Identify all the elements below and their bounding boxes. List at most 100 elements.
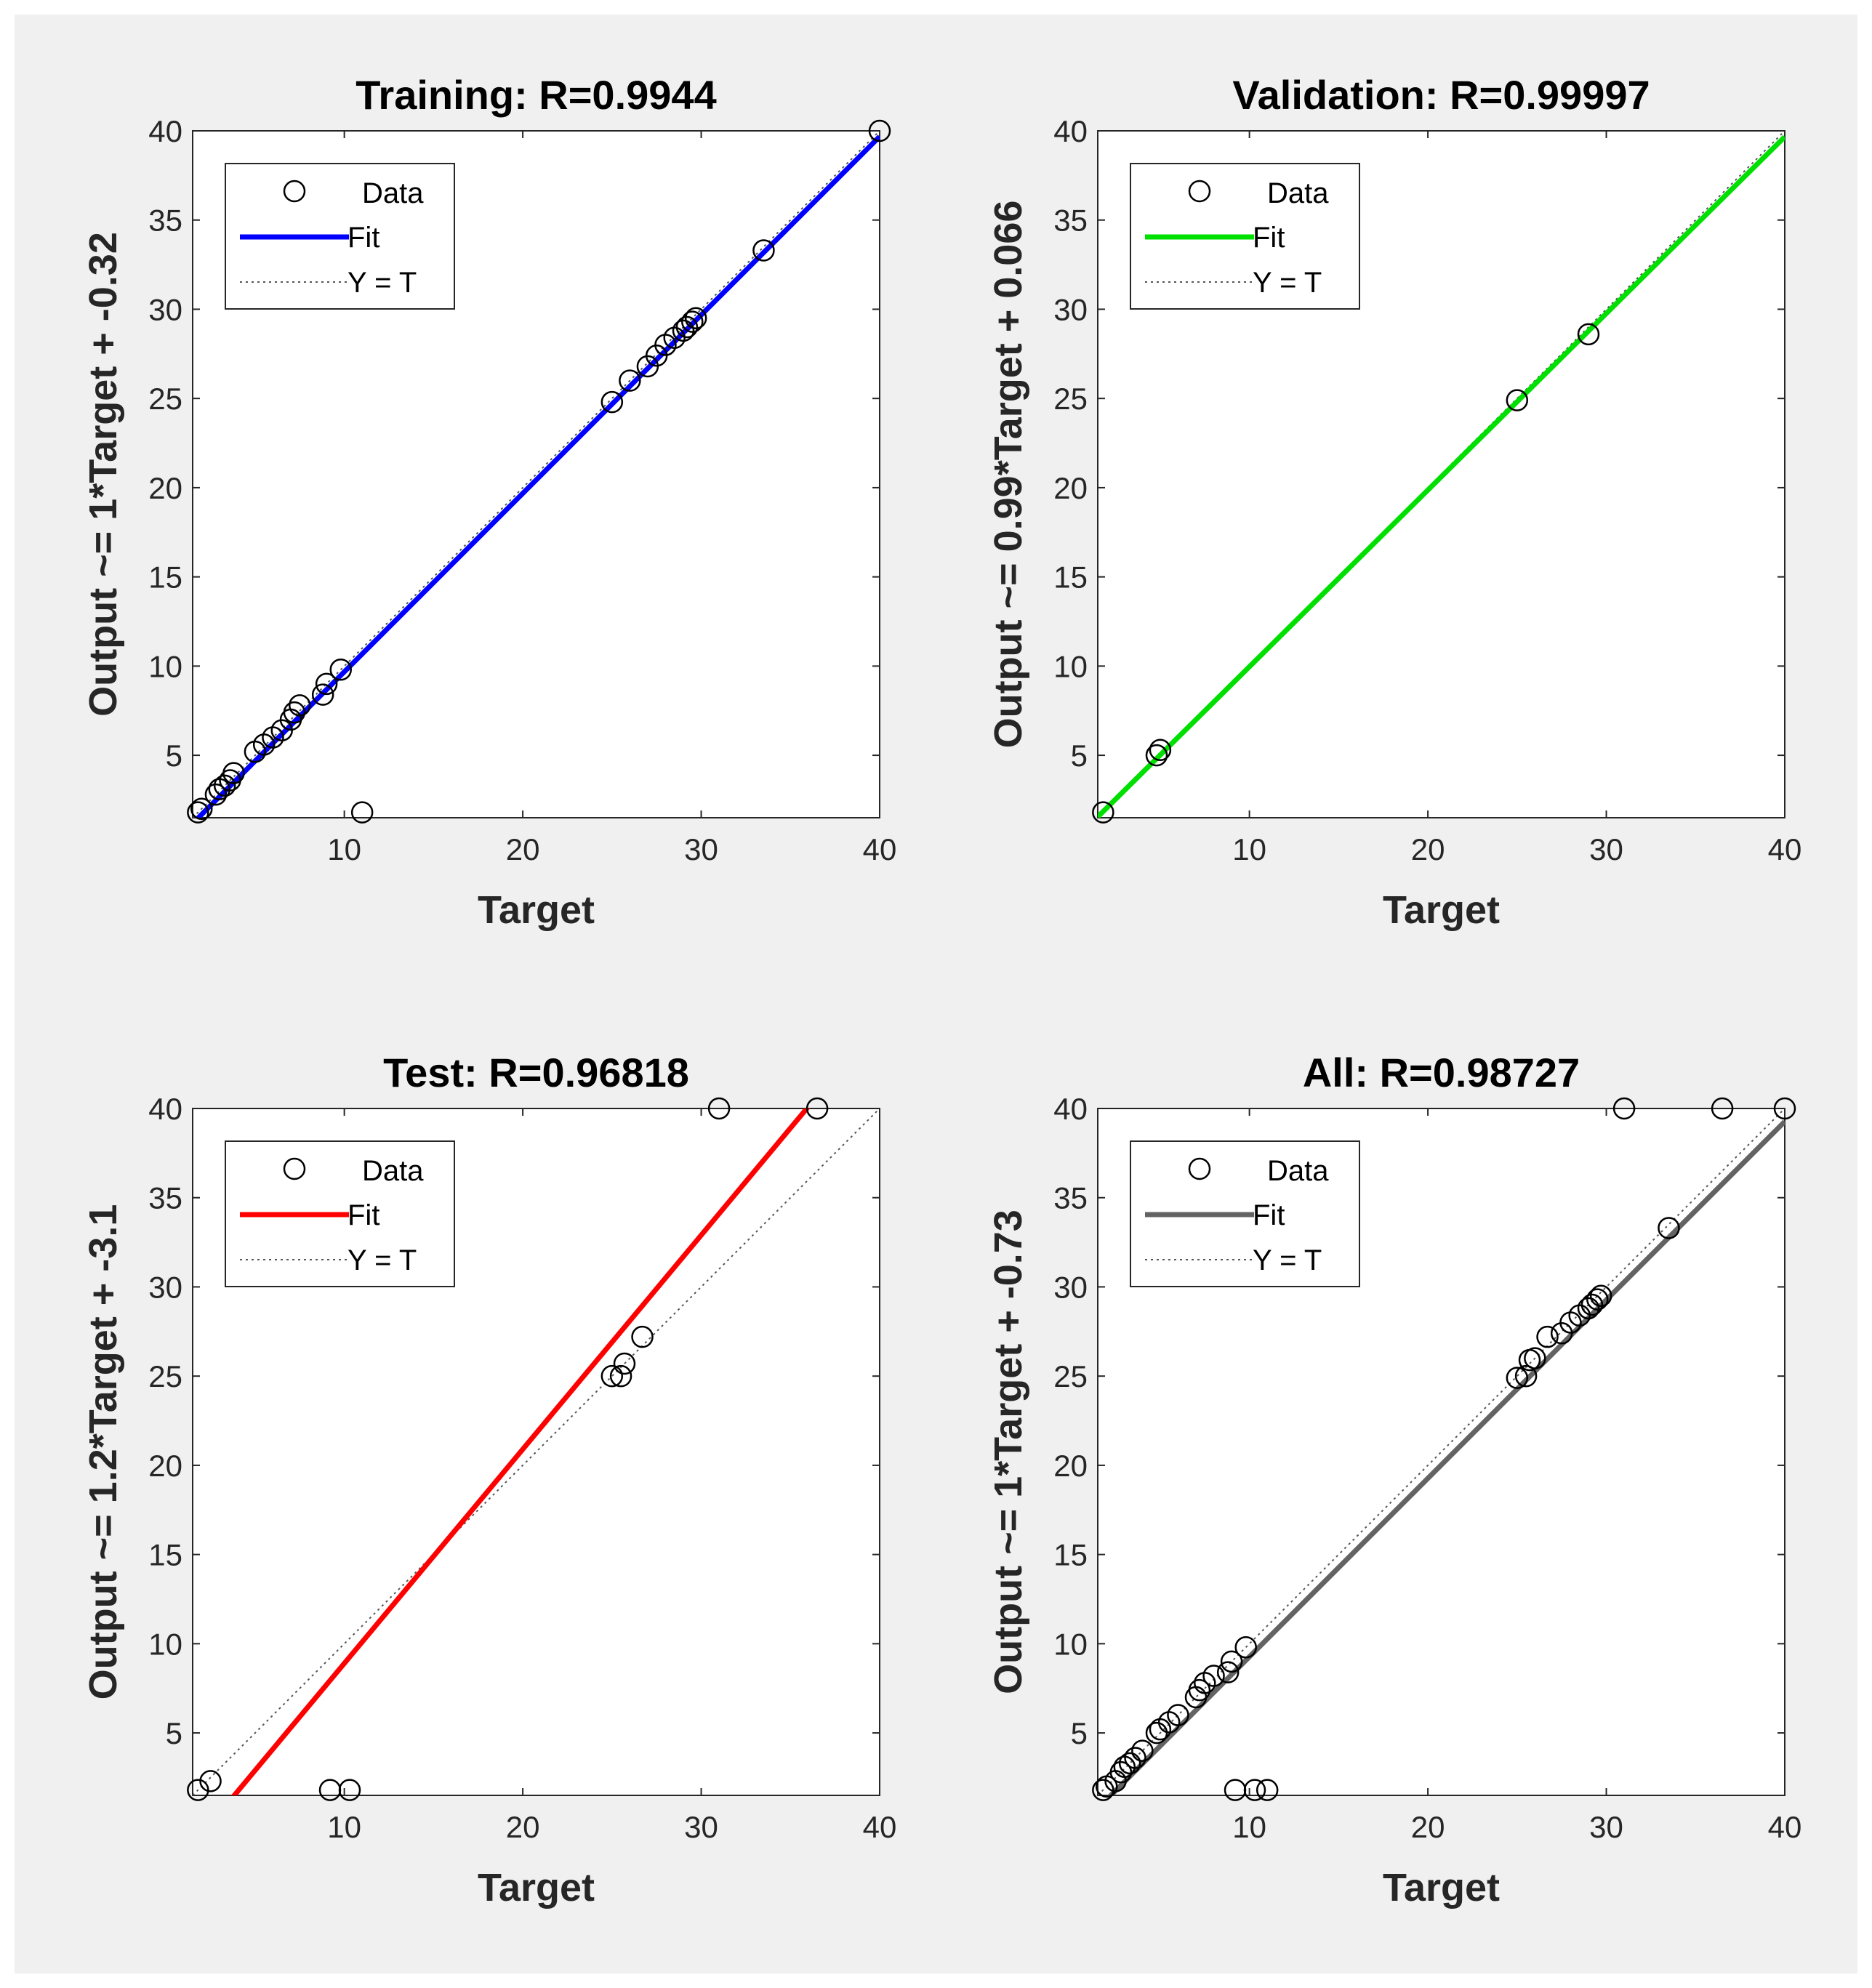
data-point: [1167, 1704, 1189, 1726]
x-tick-label: 10: [1232, 832, 1266, 866]
x-axis-label: Target: [1383, 888, 1500, 932]
identity-line: [193, 1108, 880, 1795]
data-point: [1711, 1097, 1734, 1120]
data-point: [681, 310, 704, 333]
data-point: [187, 1779, 209, 1801]
y-tick-label: 15: [148, 560, 182, 595]
x-axis-label: Target: [478, 1866, 595, 1909]
x-axis-label: Target: [478, 888, 595, 932]
data-point: [199, 1770, 222, 1792]
data-point: [707, 1097, 731, 1120]
y-tick-label: 30: [1053, 292, 1088, 326]
y-tick-label: 25: [148, 1359, 182, 1393]
data-point: [684, 307, 707, 329]
data-point: [1124, 1747, 1146, 1769]
y-tick-label: 30: [1053, 1270, 1088, 1304]
legend-data-marker: [1188, 1157, 1211, 1180]
x-tick-label: 40: [1768, 1810, 1802, 1844]
data-point: [315, 672, 338, 696]
data-point: [1577, 323, 1600, 346]
data-point: [1577, 1297, 1600, 1320]
x-tick-label: 20: [506, 832, 540, 866]
data-point: [222, 762, 245, 784]
legend-label: Y = T: [348, 267, 417, 299]
data-point: [187, 801, 209, 824]
legend-label: Data: [1267, 1155, 1329, 1187]
y-tick-label: 20: [1053, 1449, 1088, 1483]
x-tick-label: 30: [684, 1810, 718, 1844]
data-point: [672, 319, 695, 342]
legend-label: Fit: [1253, 222, 1285, 254]
data-point: [600, 1364, 624, 1388]
x-tick-label: 40: [863, 1810, 897, 1844]
y-tick-label: 35: [1053, 204, 1088, 238]
data-point: [1536, 1325, 1559, 1348]
data-point: [1773, 1097, 1796, 1120]
data-point: [1243, 1779, 1266, 1801]
fit-line: [1106, 1119, 1785, 1795]
y-tick-label: 15: [148, 1538, 182, 1572]
chart-panel-2: 10 20 30 40 5 10 15 20 25 30 35 40 Validation: R=0.9…: [987, 72, 1801, 932]
data-point: [1131, 1739, 1154, 1762]
data-point: [1092, 801, 1114, 824]
data-point: [1202, 1665, 1225, 1687]
y-tick-label: 40: [1053, 114, 1088, 148]
chart-panel-1: 10 20 30 40 5 10 15 20 25 30 35 40 Training: R=0.994…: [81, 72, 896, 932]
y-tick-label: 10: [1053, 1627, 1088, 1661]
identity-line: [1098, 1108, 1785, 1795]
y-tick-label: 15: [1053, 1538, 1088, 1572]
legend: Data Fit Y = T: [1130, 1140, 1360, 1287]
legend-label: Y = T: [1253, 1244, 1322, 1276]
legend-label: Y = T: [1253, 267, 1322, 299]
y-tick-label: 20: [1053, 471, 1088, 505]
y-tick-label: 35: [148, 204, 182, 238]
legend-data-marker: [1188, 180, 1211, 203]
y-tick-label: 40: [148, 114, 182, 148]
data-point: [868, 119, 891, 142]
data-point: [1220, 1650, 1243, 1673]
legend: Data Fit Y = T: [1130, 163, 1360, 310]
y-tick-label: 10: [148, 1627, 182, 1661]
x-tick-label: 40: [1768, 832, 1802, 866]
data-point: [329, 659, 352, 681]
x-tick-label: 10: [1232, 1810, 1266, 1844]
y-axis-label: Output ~= 1*Target + -0.32: [81, 232, 125, 717]
data-point: [631, 1325, 654, 1348]
legend-label: Data: [1267, 177, 1329, 209]
fit-line: [194, 134, 880, 818]
legend-data-marker: [283, 180, 306, 203]
y-tick-label: 30: [148, 1270, 182, 1304]
data-point: [1506, 389, 1529, 411]
data-point: [1524, 1347, 1546, 1369]
data-point: [213, 774, 236, 797]
x-tick-label: 40: [863, 832, 897, 866]
y-tick-label: 5: [1071, 739, 1088, 773]
x-tick-label: 30: [1589, 1810, 1623, 1844]
data-point: [1256, 1779, 1279, 1801]
fit-line: [230, 1108, 811, 1795]
x-tick-label: 20: [1411, 832, 1445, 866]
y-tick-label: 25: [1053, 382, 1088, 416]
data-point: [1658, 1217, 1680, 1239]
y-tick-label: 10: [148, 649, 182, 683]
legend-label: Data: [362, 177, 424, 209]
identity-line: [193, 131, 880, 818]
legend-label: Fit: [348, 222, 379, 254]
x-tick-label: 30: [1589, 832, 1623, 866]
chart-panel-4: 10 20 30 40 5 10 15 20 25 30 35 40 All: R=0.98727 Tar…: [987, 1050, 1801, 1909]
y-tick-label: 40: [1053, 1092, 1088, 1126]
fit-line: [1098, 134, 1785, 818]
data-point: [338, 1779, 361, 1801]
y-tick-label: 20: [148, 1449, 182, 1483]
data-point: [675, 315, 699, 339]
chart-title: All: R=0.98727: [1303, 1050, 1580, 1095]
legend-label: Y = T: [348, 1244, 417, 1276]
chart-panel-3: 10 20 30 40 5 10 15 20 25 30 35 40 Test: R=0.96818 Ta…: [81, 1050, 897, 1909]
chart-title: Validation: R=0.99997: [1232, 72, 1650, 118]
y-tick-label: 5: [166, 739, 182, 773]
data-point: [311, 683, 334, 706]
data-point: [1145, 744, 1168, 767]
y-axis-label: Output ~= 1.2*Target + -3.1: [81, 1204, 125, 1700]
chart-title: Training: R=0.9944: [355, 72, 716, 118]
